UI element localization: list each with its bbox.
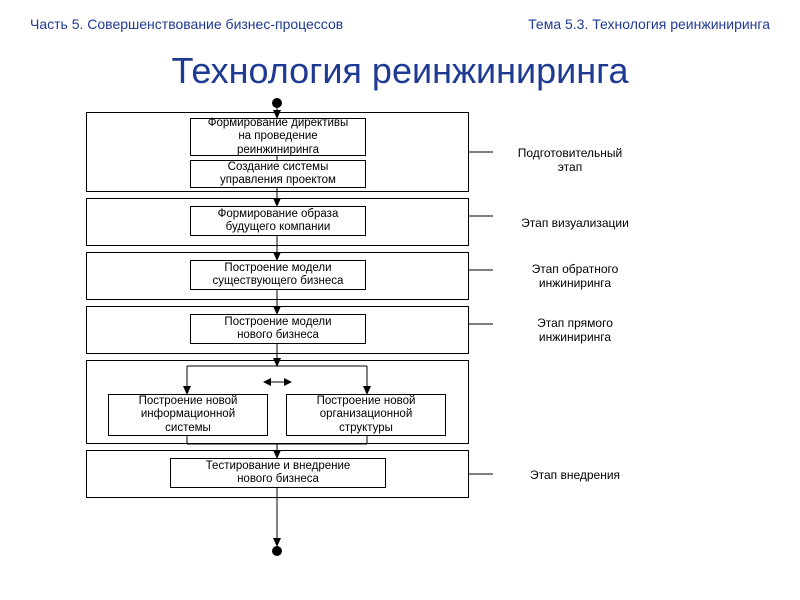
flow-node: Тестирование и внедрениенового бизнеса [170,458,386,488]
header-right: Тема 5.3. Технология реинжиниринга [528,16,770,32]
page-title: Технология реинжиниринга [0,50,800,92]
flow-node: Построение новойинформационнойсистемы [108,394,268,436]
start-dot [272,98,282,108]
flow-node: Построение моделисуществующего бизнеса [190,260,366,290]
stage-label: Этап внедрения [495,468,655,482]
end-dot [272,546,282,556]
flow-node: Построение новойорганизационнойструктуры [286,394,446,436]
flow-node: Формирование образабудущего компании [190,206,366,236]
flowchart: Подготовительныйэтап Этап визуализации Эта… [0,98,800,568]
flow-node: Создание системыуправления проектом [190,160,366,188]
stage-label: Этап обратногоинжиниринга [495,262,655,291]
stage-label: Этап прямогоинжиниринга [495,316,655,345]
stage-label: Подготовительныйэтап [495,146,645,175]
flow-node: Построение моделинового бизнеса [190,314,366,344]
stage-label: Этап визуализации [495,216,655,230]
header-left: Часть 5. Совершенствование бизнес-процес… [30,16,343,32]
flow-node: Формирование директивына проведениереинж… [190,118,366,156]
